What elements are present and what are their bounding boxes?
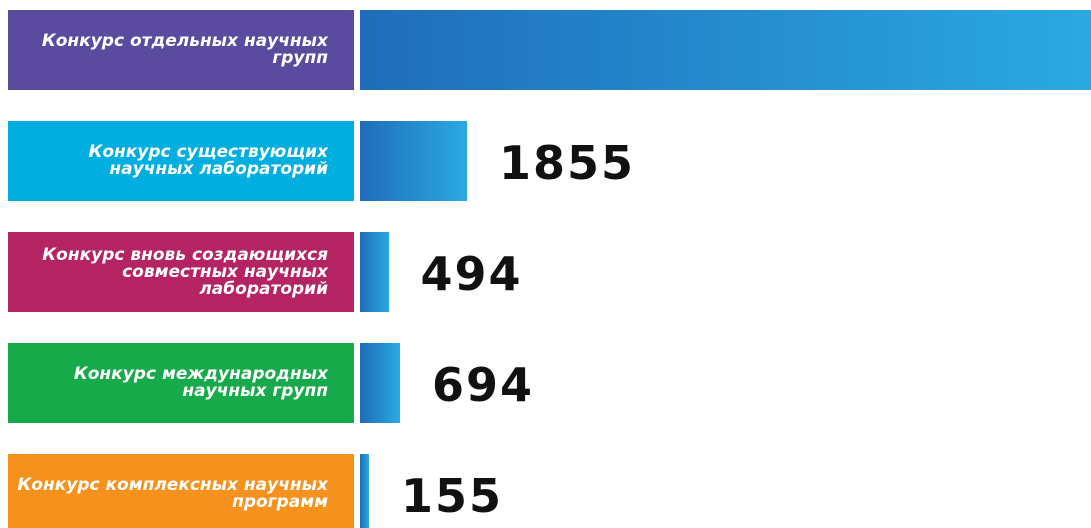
bar: [360, 454, 369, 528]
category-label: Конкурс вновь создающихся совместных нау…: [8, 232, 354, 312]
category-label: Конкурс существующих научных лабораторий: [8, 121, 354, 201]
bar: [360, 10, 1091, 90]
category-label: Конкурс комплексных научных программ: [8, 454, 354, 528]
value-label: 155: [400, 469, 503, 523]
value-label: 494: [420, 247, 523, 301]
category-label: Конкурс отдельных научных групп: [8, 10, 354, 90]
category-label: Конкурс международных научных групп: [8, 343, 354, 423]
bar: [360, 232, 389, 312]
bar: [360, 121, 468, 201]
bar: [360, 343, 401, 423]
value-label: 1855: [499, 136, 636, 190]
value-label: 694: [432, 358, 535, 412]
